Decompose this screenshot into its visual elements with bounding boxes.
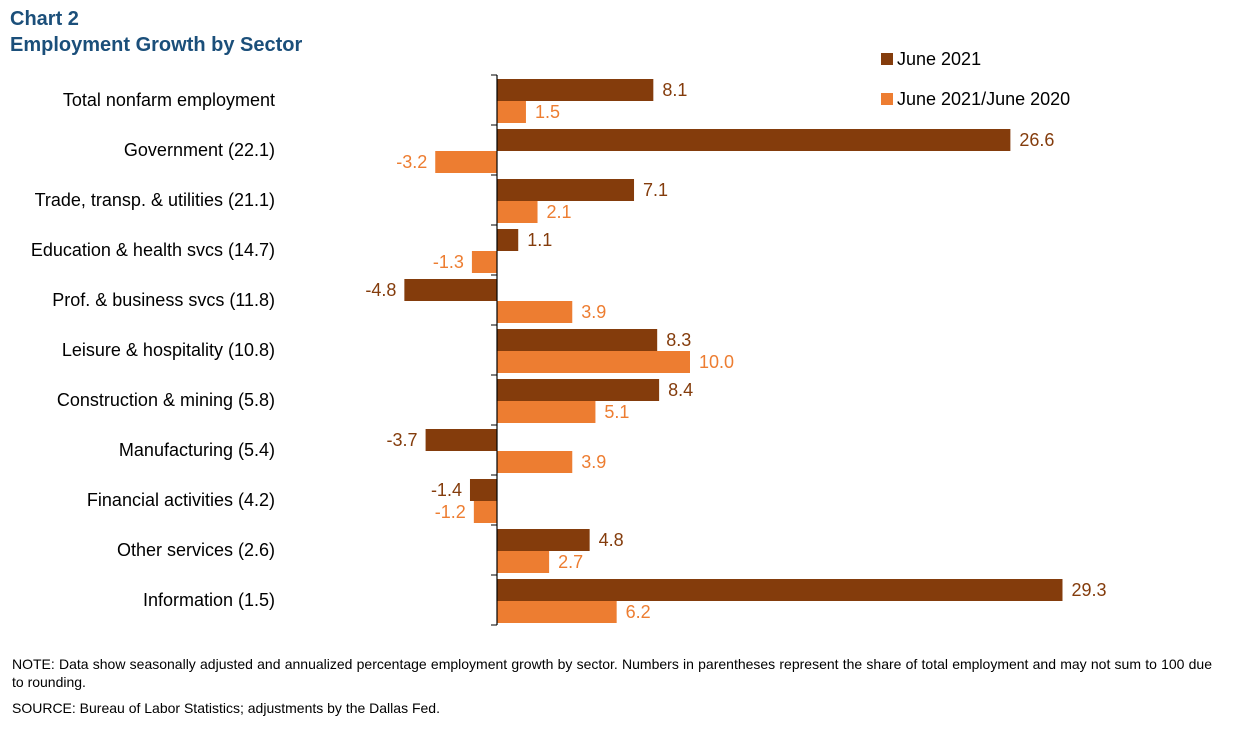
chart-number: Chart 2 [10, 8, 79, 30]
chart-title: Employment Growth by Sector [10, 34, 303, 56]
category-label: Total nonfarm employment [63, 90, 275, 110]
category-label: Trade, transp. & utilities (21.1) [35, 190, 275, 210]
category-label: Leisure & hospitality (10.8) [62, 340, 275, 360]
category-label: Manufacturing (5.4) [119, 440, 275, 460]
data-label: -3.2 [396, 152, 427, 172]
bar-series-2 [473, 501, 497, 523]
category-label: Government (22.1) [124, 140, 275, 160]
data-label: 1.5 [535, 102, 560, 122]
source-text: SOURCE: Bureau of Labor Statistics; adju… [12, 700, 440, 716]
title-block: Chart 2 Employment Growth by Sector [10, 6, 302, 58]
bar-chart: Total nonfarm employment Government (22.1… [31, 49, 1107, 626]
data-label: 8.1 [662, 80, 687, 100]
data-label: 7.1 [643, 180, 668, 200]
bar-series-1 [497, 79, 654, 101]
data-label: -1.4 [431, 480, 462, 500]
bar-series-1 [497, 379, 660, 401]
data-label: 4.8 [599, 530, 624, 550]
data-label: -4.8 [365, 280, 396, 300]
bar-series-2 [497, 351, 690, 373]
data-label: 5.1 [604, 402, 629, 422]
data-label: -3.7 [387, 430, 418, 450]
bar-series-2 [497, 401, 596, 423]
bar-series-1 [404, 279, 497, 301]
note-text: NOTE: Data show seasonally adjusted and … [12, 656, 1212, 690]
bar-series-2 [497, 551, 550, 573]
data-label: -1.3 [433, 252, 464, 272]
bar-series-2 [497, 101, 526, 123]
bar-series-2 [435, 151, 497, 173]
bar-series-2 [497, 201, 538, 223]
data-label: 8.4 [668, 380, 693, 400]
category-label: Construction & mining (5.8) [57, 390, 275, 410]
data-label: 10.0 [699, 352, 734, 372]
data-label: 3.9 [581, 452, 606, 472]
data-label: 26.6 [1019, 130, 1054, 150]
category-label: Information (1.5) [143, 590, 275, 610]
notes-block: NOTE: Data show seasonally adjusted and … [12, 655, 1212, 717]
legend-swatch-1 [881, 53, 893, 65]
bar-series-2 [497, 301, 573, 323]
data-label: 2.7 [558, 552, 583, 572]
bar-series-2 [471, 251, 497, 273]
bar-series-2 [497, 601, 617, 623]
legend-swatch-2 [881, 93, 893, 105]
data-label: 8.3 [666, 330, 691, 350]
category-label: Other services (2.6) [117, 540, 275, 560]
data-label: 1.1 [527, 230, 552, 250]
data-label: 3.9 [581, 302, 606, 322]
bar-series-1 [425, 429, 497, 451]
bar-series-1 [497, 179, 635, 201]
category-label: Education & health svcs (14.7) [31, 240, 275, 260]
bar-series-1 [497, 229, 519, 251]
legend-label-1: June 2021 [897, 49, 981, 69]
bar-series-1 [497, 129, 1011, 151]
data-label: 29.3 [1071, 580, 1106, 600]
bar-series-2 [497, 451, 573, 473]
category-label: Prof. & business svcs (11.8) [52, 290, 275, 310]
category-label: Financial activities (4.2) [87, 490, 275, 510]
bar-series-1 [469, 479, 497, 501]
data-label: 6.2 [626, 602, 651, 622]
data-label: -1.2 [435, 502, 466, 522]
bar-series-1 [497, 579, 1063, 601]
bar-series-1 [497, 329, 658, 351]
data-label: 2.1 [547, 202, 572, 222]
legend-label-2: June 2021/June 2020 [897, 89, 1070, 109]
bar-series-1 [497, 529, 590, 551]
